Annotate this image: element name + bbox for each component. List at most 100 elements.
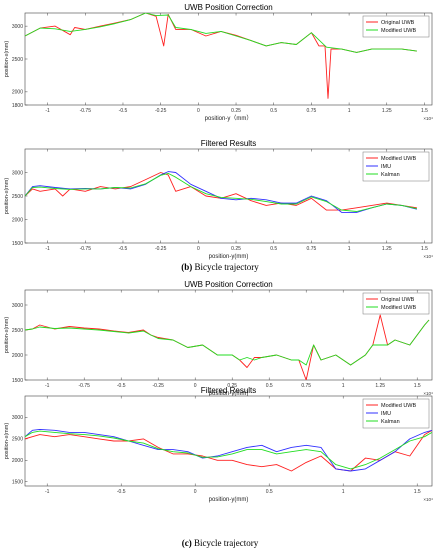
- y-axis-label: position-x(mm): [4, 317, 10, 354]
- x-tick-label: -0.5: [119, 246, 128, 252]
- legend: Original UWB Modified UWB: [362, 15, 430, 38]
- x-tick-label: -0.5: [117, 383, 126, 389]
- x-tick-label: 1: [342, 489, 345, 495]
- y-axis-label: position-x(mm): [4, 41, 10, 78]
- series-line-2: [25, 319, 430, 366]
- y-tick-label: 3000: [12, 24, 23, 30]
- x-exponent-label: ×10⁴: [423, 254, 433, 259]
- x-tick-label: -0.5: [119, 108, 128, 114]
- chart-2: Filtered Results -1 -0.75 -0.5 -0.25 0 0.25 0.5…: [4, 139, 433, 260]
- x-axis-label: position-y(mm): [209, 391, 249, 397]
- x-tick-label: 1.5: [414, 383, 421, 389]
- series-line-1: [25, 172, 417, 211]
- y-axis-label: position-x(mm): [4, 423, 10, 460]
- x-tick-label: -1: [45, 108, 50, 114]
- x-tick-label: 0.25: [231, 246, 241, 252]
- legend-label: IMU: [381, 164, 391, 170]
- chart-title: Filtered Results: [201, 386, 257, 395]
- x-tick-label: -0.25: [155, 246, 167, 252]
- caption-c-label: (c): [181, 538, 192, 548]
- legend-label: Modified UWB: [381, 305, 416, 311]
- legend: Modified UWB IMU Kalman: [362, 398, 430, 429]
- x-tick-label: 0.5: [270, 108, 277, 114]
- x-tick-label: 1.5: [421, 108, 428, 114]
- chart-title: UWB Position Correction: [184, 3, 272, 12]
- legend-label: Kalman: [381, 419, 400, 425]
- x-exponent-label: ×10⁴: [423, 391, 433, 396]
- x-tick-label: -0.75: [80, 246, 92, 252]
- x-tick-label: 1.25: [382, 108, 392, 114]
- caption-b-label: (b): [181, 262, 193, 272]
- x-tick-label: 0.25: [231, 108, 241, 114]
- x-tick-label: 0.5: [266, 489, 273, 495]
- chart-1: UWB Position Correction -1 -0.75 -0.5 -0.25 0…: [4, 3, 433, 122]
- x-tick-label: -0.5: [117, 489, 126, 495]
- chart-4: Filtered Results -1 -0.5 0 0.5 1 1.5 1500 2000 25…: [4, 386, 433, 503]
- chart-title: Filtered Results: [201, 139, 257, 148]
- x-tick-label: -1: [45, 246, 50, 252]
- x-tick-label: -0.25: [152, 383, 164, 389]
- legend: Modified UWB IMU Kalman: [362, 151, 430, 182]
- x-tick-label: 1.5: [414, 489, 421, 495]
- legend-label: Modified UWB: [381, 156, 416, 162]
- y-tick-label: 2000: [12, 217, 23, 223]
- x-tick-label: 1.25: [375, 383, 385, 389]
- x-tick-label: 0.75: [301, 383, 311, 389]
- legend-box: [362, 292, 430, 315]
- caption-b-text: Bicycle trajectory: [192, 262, 259, 272]
- y-axis-label: position-x(mm): [4, 178, 10, 215]
- y-tick-label: 1800: [12, 103, 23, 109]
- y-tick-label: 2000: [12, 458, 23, 464]
- x-tick-label: 0: [197, 108, 200, 114]
- x-exponent-label: ×10⁴: [423, 497, 433, 502]
- y-tick-label: 2000: [12, 353, 23, 359]
- series-line-2: [25, 428, 432, 472]
- y-tick-label: 2500: [12, 194, 23, 200]
- y-tick-label: 2500: [12, 57, 23, 63]
- y-tick-label: 3000: [12, 303, 23, 309]
- caption-c-text: Bicycle trajectory: [191, 538, 259, 548]
- x-tick-label: -1: [45, 489, 50, 495]
- x-tick-label: 0.5: [270, 246, 277, 252]
- legend-box: [362, 15, 430, 38]
- legend-label: Original UWB: [381, 20, 415, 26]
- x-tick-label: -0.75: [78, 383, 90, 389]
- chart-title: UWB Position Correction: [184, 280, 272, 289]
- chart-3: UWB Position Correction -1 -0.75 -0.5 -0.25 0…: [4, 280, 433, 397]
- series-line-3: [25, 430, 432, 470]
- legend: Original UWB Modified UWB: [362, 292, 430, 315]
- series-line-3: [25, 172, 417, 212]
- x-tick-label: 1.25: [382, 246, 392, 252]
- x-tick-label: 0: [194, 383, 197, 389]
- x-tick-label: 1.5: [421, 246, 428, 252]
- x-axis-label: position-y(mm): [209, 497, 249, 503]
- legend-label: IMU: [381, 411, 391, 417]
- x-tick-label: 0.75: [307, 108, 317, 114]
- y-tick-label: 2500: [12, 437, 23, 443]
- series-line-2: [25, 13, 417, 53]
- x-tick-label: 0.25: [227, 383, 237, 389]
- x-axis-label: position-y(mm): [209, 254, 249, 260]
- y-tick-label: 1500: [12, 480, 23, 486]
- x-tick-label: 1: [348, 108, 351, 114]
- y-tick-label: 3000: [12, 170, 23, 176]
- x-tick-label: 1: [342, 383, 345, 389]
- y-tick-label: 2500: [12, 328, 23, 334]
- legend-label: Kalman: [381, 172, 400, 178]
- x-axis-label: position-y（mm）: [205, 115, 253, 122]
- caption-c: (c) Bicycle trajectory: [0, 538, 440, 548]
- caption-b: (b) Bicycle trajectory: [0, 262, 440, 272]
- y-tick-label: 2000: [12, 90, 23, 96]
- x-exponent-label: ×10⁴: [423, 116, 433, 121]
- x-tick-label: 0.75: [307, 246, 317, 252]
- series-line-1: [25, 429, 432, 472]
- legend-label: Modified UWB: [381, 28, 416, 34]
- x-tick-label: -0.75: [80, 108, 92, 114]
- x-tick-label: -0.25: [155, 108, 167, 114]
- x-tick-label: 1: [348, 246, 351, 252]
- legend-label: Modified UWB: [381, 403, 416, 409]
- y-tick-label: 1500: [12, 241, 23, 247]
- x-tick-label: 0.5: [266, 383, 273, 389]
- y-tick-label: 3000: [12, 415, 23, 421]
